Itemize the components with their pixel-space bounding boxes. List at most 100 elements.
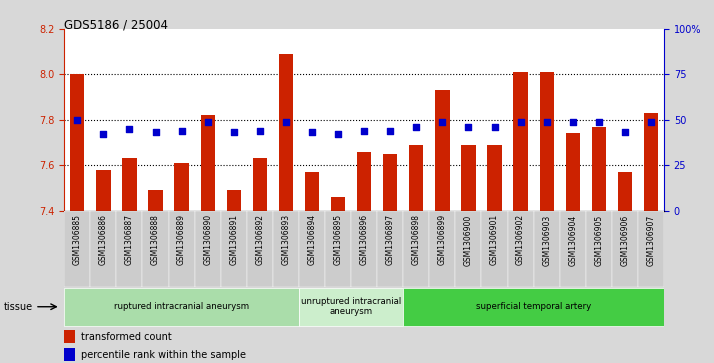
Point <box>228 130 239 135</box>
Text: GSM1306896: GSM1306896 <box>360 214 368 265</box>
Text: GSM1306905: GSM1306905 <box>594 214 603 266</box>
Text: GDS5186 / 25004: GDS5186 / 25004 <box>64 18 169 31</box>
Text: percentile rank within the sample: percentile rank within the sample <box>81 350 246 360</box>
Bar <box>64 330 75 343</box>
Bar <box>195 211 221 287</box>
Bar <box>174 163 188 211</box>
Bar <box>64 348 75 361</box>
Bar <box>592 127 606 211</box>
Bar <box>299 211 325 287</box>
Bar <box>403 211 429 287</box>
Bar <box>533 211 560 287</box>
Bar <box>618 172 632 211</box>
Bar <box>169 211 195 287</box>
Bar <box>638 211 664 287</box>
Text: GSM1306893: GSM1306893 <box>281 214 291 265</box>
Point <box>124 126 135 132</box>
Text: GSM1306890: GSM1306890 <box>203 214 212 265</box>
Bar <box>383 154 398 211</box>
Point <box>202 119 213 125</box>
Point <box>385 128 396 134</box>
Point <box>98 131 109 137</box>
Text: GSM1306900: GSM1306900 <box>464 214 473 266</box>
Text: GSM1306898: GSM1306898 <box>412 214 421 265</box>
Point <box>176 128 187 134</box>
Bar <box>64 211 91 287</box>
Bar <box>436 90 450 211</box>
Text: transformed count: transformed count <box>81 332 172 342</box>
Text: GSM1306885: GSM1306885 <box>73 214 82 265</box>
Point <box>411 124 422 130</box>
Text: GSM1306888: GSM1306888 <box>151 214 160 265</box>
Text: GSM1306891: GSM1306891 <box>229 214 238 265</box>
Bar <box>253 158 267 211</box>
Bar <box>540 72 554 211</box>
Point <box>463 124 474 130</box>
Bar <box>331 197 346 211</box>
Bar <box>409 145 423 211</box>
Bar <box>351 211 377 287</box>
Bar <box>644 113 658 211</box>
Point <box>306 130 318 135</box>
Bar <box>299 287 403 326</box>
Bar <box>305 172 319 211</box>
Bar <box>64 287 299 326</box>
Point <box>280 119 291 125</box>
Bar <box>221 211 247 287</box>
Text: GSM1306907: GSM1306907 <box>646 214 655 266</box>
Bar <box>273 211 299 287</box>
Bar <box>456 211 481 287</box>
Text: GSM1306901: GSM1306901 <box>490 214 499 265</box>
Point <box>619 130 630 135</box>
Bar <box>377 211 403 287</box>
Point <box>332 131 343 137</box>
Text: GSM1306889: GSM1306889 <box>177 214 186 265</box>
Point <box>150 130 161 135</box>
Bar <box>429 211 456 287</box>
Bar <box>149 190 163 211</box>
Bar <box>70 74 84 211</box>
Bar <box>403 287 664 326</box>
Text: GSM1306897: GSM1306897 <box>386 214 395 265</box>
Bar <box>116 211 143 287</box>
Bar <box>461 145 476 211</box>
Text: GSM1306887: GSM1306887 <box>125 214 134 265</box>
Point <box>515 119 526 125</box>
Bar <box>91 211 116 287</box>
Bar <box>96 170 111 211</box>
Bar <box>508 211 533 287</box>
Text: GSM1306904: GSM1306904 <box>568 214 577 266</box>
Bar <box>278 54 293 211</box>
Point <box>645 119 657 125</box>
Point <box>541 119 553 125</box>
Point <box>593 119 605 125</box>
Bar <box>612 211 638 287</box>
Text: GSM1306895: GSM1306895 <box>333 214 343 265</box>
Text: GSM1306903: GSM1306903 <box>542 214 551 266</box>
Point <box>254 128 266 134</box>
Text: GSM1306902: GSM1306902 <box>516 214 525 265</box>
Point <box>358 128 370 134</box>
Bar <box>122 158 136 211</box>
Text: GSM1306886: GSM1306886 <box>99 214 108 265</box>
Bar <box>481 211 508 287</box>
Bar <box>513 72 528 211</box>
Bar <box>143 211 169 287</box>
Text: GSM1306892: GSM1306892 <box>256 214 264 265</box>
Bar <box>325 211 351 287</box>
Text: GSM1306906: GSM1306906 <box>620 214 630 266</box>
Bar <box>560 211 585 287</box>
Text: GSM1306894: GSM1306894 <box>308 214 316 265</box>
Bar <box>201 115 215 211</box>
Bar <box>585 211 612 287</box>
Bar <box>565 133 580 211</box>
Text: ruptured intracranial aneurysm: ruptured intracranial aneurysm <box>114 302 249 311</box>
Bar <box>226 190 241 211</box>
Text: GSM1306899: GSM1306899 <box>438 214 447 265</box>
Text: superficial temporal artery: superficial temporal artery <box>476 302 591 311</box>
Bar <box>488 145 502 211</box>
Bar <box>247 211 273 287</box>
Text: unruptured intracranial
aneurysm: unruptured intracranial aneurysm <box>301 297 401 317</box>
Point <box>489 124 501 130</box>
Point <box>71 117 83 123</box>
